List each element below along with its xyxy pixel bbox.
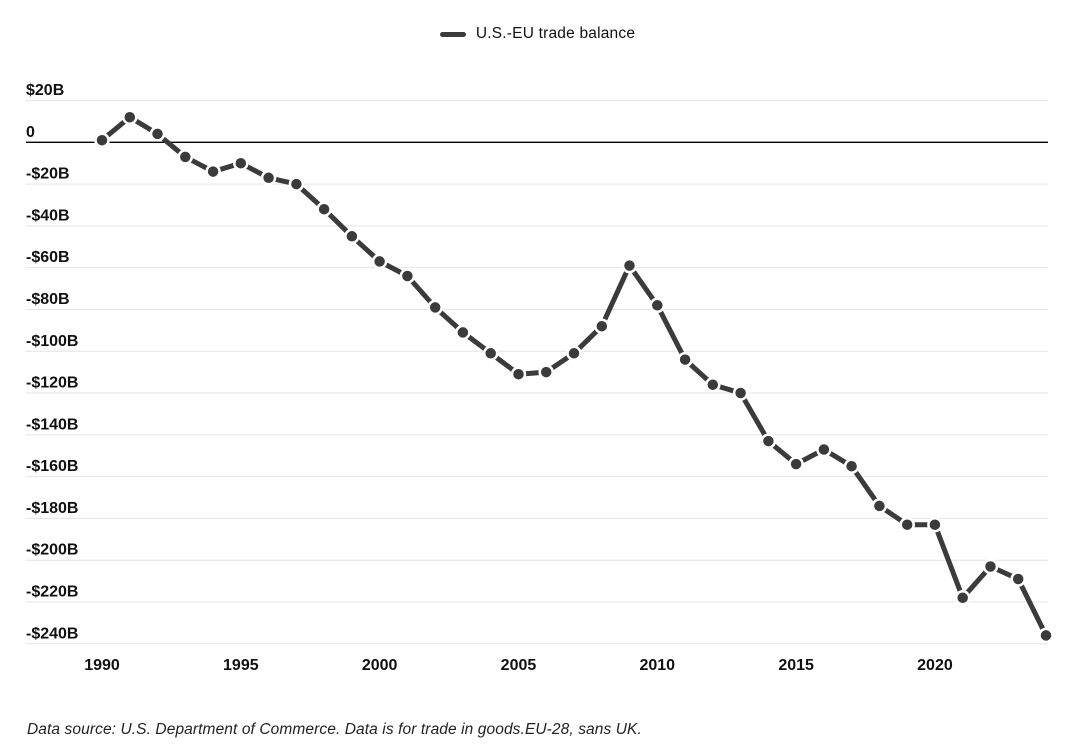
data-point-1992[interactable] [149, 126, 166, 142]
data-point-2002[interactable] [427, 299, 443, 316]
x-axis-label: 2015 [778, 657, 814, 674]
data-point-2019[interactable] [899, 516, 915, 533]
data-point-1997[interactable] [288, 176, 305, 192]
data-point-2001[interactable] [399, 268, 416, 284]
data-point-2018[interactable] [871, 498, 888, 514]
y-axis-label: -$200B [26, 542, 78, 559]
y-axis-label: -$220B [26, 583, 78, 600]
data-source-note: Data source: U.S. Department of Commerce… [27, 721, 642, 738]
y-axis-label: 0 [26, 124, 35, 141]
y-axis-label: -$240B [26, 625, 78, 642]
data-point-2008[interactable] [594, 318, 610, 334]
data-point-2022[interactable] [982, 558, 999, 575]
data-point-1993[interactable] [177, 149, 194, 165]
data-point-2014[interactable] [760, 433, 777, 449]
data-point-1995[interactable] [233, 155, 249, 171]
legend-line-swatch [439, 31, 466, 37]
data-point-2013[interactable] [732, 385, 749, 401]
y-axis-label: -$80B [26, 291, 70, 308]
y-axis-label: -$160B [26, 458, 78, 475]
data-point-2003[interactable] [455, 324, 471, 341]
data-point-2010[interactable] [649, 297, 666, 314]
data-point-1998[interactable] [316, 201, 332, 217]
data-point-2000[interactable] [371, 253, 388, 270]
x-axis-label: 2020 [917, 657, 953, 674]
data-point-2006[interactable] [538, 364, 554, 380]
x-axis-label: 1995 [223, 657, 259, 674]
y-axis-label: -$100B [26, 333, 78, 350]
data-point-1999[interactable] [344, 228, 360, 245]
data-point-2016[interactable] [816, 441, 832, 458]
data-point-2011[interactable] [677, 351, 693, 368]
legend: U.S.-EU trade balance [0, 24, 1075, 44]
y-axis-label: -$60B [26, 249, 70, 266]
y-axis-label: -$120B [26, 375, 78, 392]
y-axis-label: -$180B [26, 500, 78, 517]
x-axis-label: 2005 [501, 657, 537, 674]
data-point-2023[interactable] [1010, 571, 1026, 587]
x-axis-label: 1990 [84, 657, 120, 674]
y-axis-label: -$20B [26, 166, 70, 183]
y-axis-label: -$40B [26, 207, 70, 224]
legend-label: U.S.-EU trade balance [475, 25, 636, 42]
y-axis-label: -$140B [26, 416, 78, 433]
data-point-2004[interactable] [482, 345, 499, 362]
y-axis-label: $20B [26, 82, 64, 99]
data-point-2020[interactable] [927, 516, 943, 533]
x-axis-label: 2010 [639, 657, 675, 674]
data-point-1991[interactable] [122, 109, 138, 125]
data-point-2015[interactable] [788, 456, 804, 472]
data-point-1990[interactable] [94, 132, 110, 148]
data-point-2007[interactable] [566, 345, 582, 362]
trade-balance-line [99, 114, 1049, 638]
data-point-2005[interactable] [510, 366, 527, 382]
data-point-1994[interactable] [205, 163, 221, 180]
data-point-2021[interactable] [954, 590, 971, 606]
data-point-2009[interactable] [621, 257, 638, 274]
data-point-2017[interactable] [843, 458, 860, 474]
data-point-2024[interactable] [1038, 627, 1054, 644]
data-point-2012[interactable] [705, 376, 721, 393]
data-point-1996[interactable] [260, 170, 277, 186]
x-axis-label: 2000 [362, 657, 398, 674]
